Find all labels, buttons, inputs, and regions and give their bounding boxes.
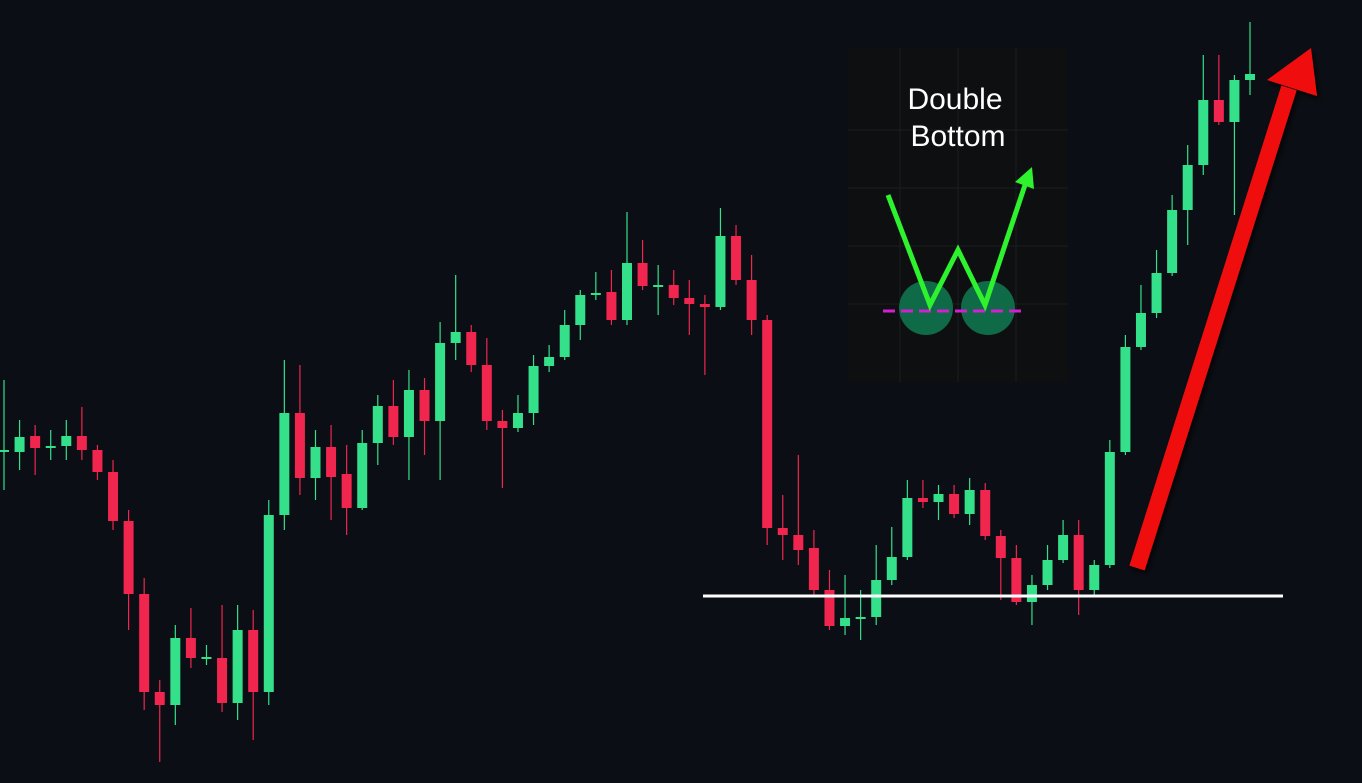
candle-body: [606, 292, 617, 320]
candle-body: [793, 535, 804, 550]
candle-body: [279, 413, 290, 515]
candle-body: [217, 658, 228, 703]
bottom-marker: [961, 281, 1015, 335]
annotation-line: Bottom: [910, 120, 1005, 153]
candle-body: [1135, 313, 1146, 347]
candle-body: [61, 436, 72, 446]
candle-body: [357, 443, 368, 508]
bottom-marker: [899, 281, 953, 335]
candle-body: [263, 515, 274, 692]
candle-body: [917, 498, 928, 502]
arrow-shaft: [1129, 85, 1297, 571]
candle-body: [762, 320, 773, 528]
candle-body: [1198, 100, 1209, 165]
candle-body: [575, 295, 586, 325]
candle-body: [403, 390, 414, 437]
candle-body: [154, 692, 165, 705]
candle-body: [1042, 560, 1053, 585]
candle-body: [450, 332, 461, 343]
candle-body: [294, 413, 305, 478]
candle-body: [824, 590, 835, 626]
candle-body: [1245, 74, 1255, 80]
candle-body: [1120, 347, 1131, 452]
candle-body: [0, 450, 9, 452]
candle-body: [964, 490, 975, 514]
candle-body: [559, 325, 570, 357]
candle-body: [341, 474, 352, 508]
candle-body: [435, 343, 446, 421]
candle-body: [840, 618, 851, 626]
candle-body: [14, 437, 25, 452]
candle-body: [45, 446, 56, 448]
candle-body: [949, 494, 960, 514]
candle-body: [637, 263, 648, 286]
candle-body: [1182, 165, 1193, 210]
candle-body: [995, 536, 1006, 558]
candle-body: [528, 366, 539, 413]
candle-body: [497, 421, 508, 428]
candle-body: [310, 447, 321, 478]
candle-body: [902, 498, 913, 557]
candle-body: [731, 236, 742, 280]
candle-body: [544, 357, 555, 366]
candle-body: [232, 630, 243, 703]
candle-body: [777, 528, 788, 535]
trend-arrow: [1129, 48, 1317, 571]
w-pattern: [885, 181, 1029, 312]
candle-body: [139, 594, 150, 692]
candle-body: [1167, 210, 1178, 273]
candle-body: [30, 436, 41, 448]
candle-body: [481, 365, 492, 421]
candle-body: [1073, 535, 1084, 590]
candle-body: [1104, 452, 1115, 565]
candle-body: [1058, 535, 1069, 560]
annotation-line: Double: [907, 83, 1002, 116]
candles: [0, 22, 1255, 762]
candle-body: [622, 263, 632, 320]
candle-body: [466, 332, 477, 365]
candle-body: [419, 390, 430, 421]
candle-body: [326, 447, 337, 477]
candle-body: [1213, 100, 1224, 122]
candle-body: [715, 236, 726, 307]
candle-body: [808, 548, 819, 590]
w-arrow-head: [1015, 167, 1034, 189]
candle-body: [653, 285, 664, 287]
candle-body: [170, 638, 181, 705]
candle-body: [1089, 565, 1100, 590]
candle-body: [372, 406, 383, 443]
candle-body: [980, 490, 991, 536]
candle-body: [388, 406, 399, 437]
candle-body: [123, 521, 134, 594]
candle-body: [1011, 558, 1022, 602]
candle-body: [590, 293, 601, 295]
candle-body: [76, 436, 87, 450]
candle-body: [684, 298, 695, 304]
candle-body: [886, 557, 897, 580]
candle-body: [699, 304, 710, 307]
candle-body: [1026, 585, 1037, 602]
candle-body: [512, 413, 523, 428]
candle-body: [108, 472, 119, 521]
candle-body: [871, 580, 882, 617]
candle-body: [92, 450, 103, 472]
candle-body: [1151, 273, 1162, 313]
candle-body: [933, 494, 944, 502]
arrow-head: [1267, 48, 1317, 96]
candle-body: [248, 630, 259, 692]
candle-body: [746, 280, 757, 320]
inset: Double Bottom: [848, 48, 1068, 382]
candle-body: [185, 638, 196, 658]
candle-body: [855, 617, 866, 619]
candle-body: [1229, 80, 1240, 122]
candle-body: [668, 285, 679, 298]
candle-body: [201, 657, 212, 659]
